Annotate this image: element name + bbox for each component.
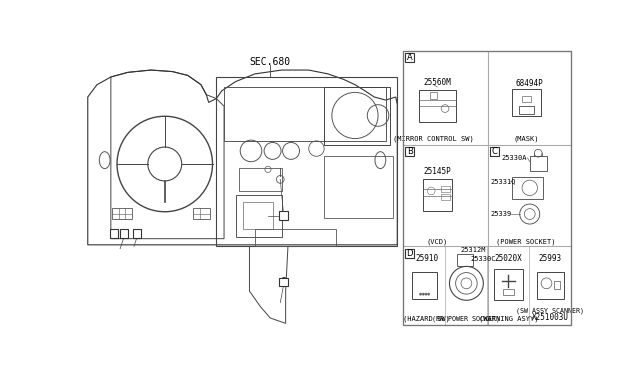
Text: (POWER SOCKET): (POWER SOCKET) [496, 238, 556, 245]
Bar [243, 202, 273, 230]
Bar [405, 147, 414, 156]
Bar [193, 208, 210, 219]
Text: 25145P: 25145P [424, 167, 451, 176]
Text: (SW ASSY SCANNER): (SW ASSY SCANNER) [516, 308, 584, 314]
Text: 25330C: 25330C [470, 256, 496, 262]
Text: 25330A: 25330A [502, 155, 527, 161]
Text: B: B [406, 147, 413, 156]
Text: (VCD): (VCD) [427, 238, 448, 245]
Text: (MIRROR CONTROL SW): (MIRROR CONTROL SW) [393, 135, 474, 142]
Text: E: E [111, 229, 116, 238]
Text: C: C [492, 147, 497, 156]
Bar [519, 106, 534, 114]
Bar [405, 249, 414, 258]
Polygon shape [419, 279, 430, 289]
Text: X251003U: X251003U [532, 313, 569, 322]
Text: (HAZARD SW): (HAZARD SW) [403, 315, 450, 322]
Text: 25312M: 25312M [460, 247, 486, 253]
Bar [493, 269, 523, 300]
Bar [239, 168, 282, 191]
Bar [429, 92, 437, 99]
Text: D: D [280, 211, 286, 220]
Bar [419, 90, 456, 122]
Bar [457, 254, 472, 266]
Bar [236, 195, 282, 237]
Bar [279, 211, 287, 220]
Bar [503, 289, 514, 295]
Circle shape [419, 293, 422, 295]
Text: 68494P: 68494P [515, 79, 543, 88]
Bar [109, 229, 118, 238]
Text: A: A [407, 53, 413, 62]
Text: C: C [281, 277, 286, 286]
Bar [490, 147, 499, 156]
Text: A: A [134, 229, 140, 238]
Text: (RR POWER SOCKET): (RR POWER SOCKET) [433, 315, 500, 322]
Bar [441, 194, 451, 200]
Bar [224, 87, 386, 141]
Text: (WARNING ASYY): (WARNING ASYY) [479, 315, 538, 322]
Bar [522, 96, 531, 102]
Text: 25993: 25993 [539, 254, 562, 263]
Bar [441, 186, 451, 192]
Text: 25020X: 25020X [495, 254, 522, 263]
Bar [537, 272, 564, 299]
Bar [403, 51, 572, 325]
Circle shape [422, 293, 424, 295]
Text: 25331Q: 25331Q [490, 178, 516, 184]
Bar [216, 77, 397, 246]
Text: D: D [406, 249, 413, 258]
Bar [255, 230, 336, 246]
Text: 25910: 25910 [415, 254, 438, 263]
Bar [422, 179, 452, 211]
Bar [120, 229, 128, 238]
Circle shape [428, 293, 430, 295]
Bar [412, 272, 436, 299]
Bar [512, 89, 541, 116]
Text: 25339: 25339 [490, 211, 512, 217]
Bar [279, 278, 287, 286]
Text: 25560M: 25560M [424, 78, 451, 87]
Text: SEC.680: SEC.680 [250, 57, 291, 67]
Text: (MASK): (MASK) [514, 135, 540, 142]
Circle shape [425, 293, 427, 295]
Bar [324, 87, 390, 145]
Bar [530, 155, 547, 171]
Bar [403, 51, 572, 325]
Bar [512, 177, 543, 199]
Bar [554, 281, 561, 289]
Bar [113, 208, 132, 219]
Bar [133, 229, 141, 238]
Bar [405, 53, 414, 62]
Bar [324, 156, 394, 218]
Text: B: B [122, 229, 127, 238]
